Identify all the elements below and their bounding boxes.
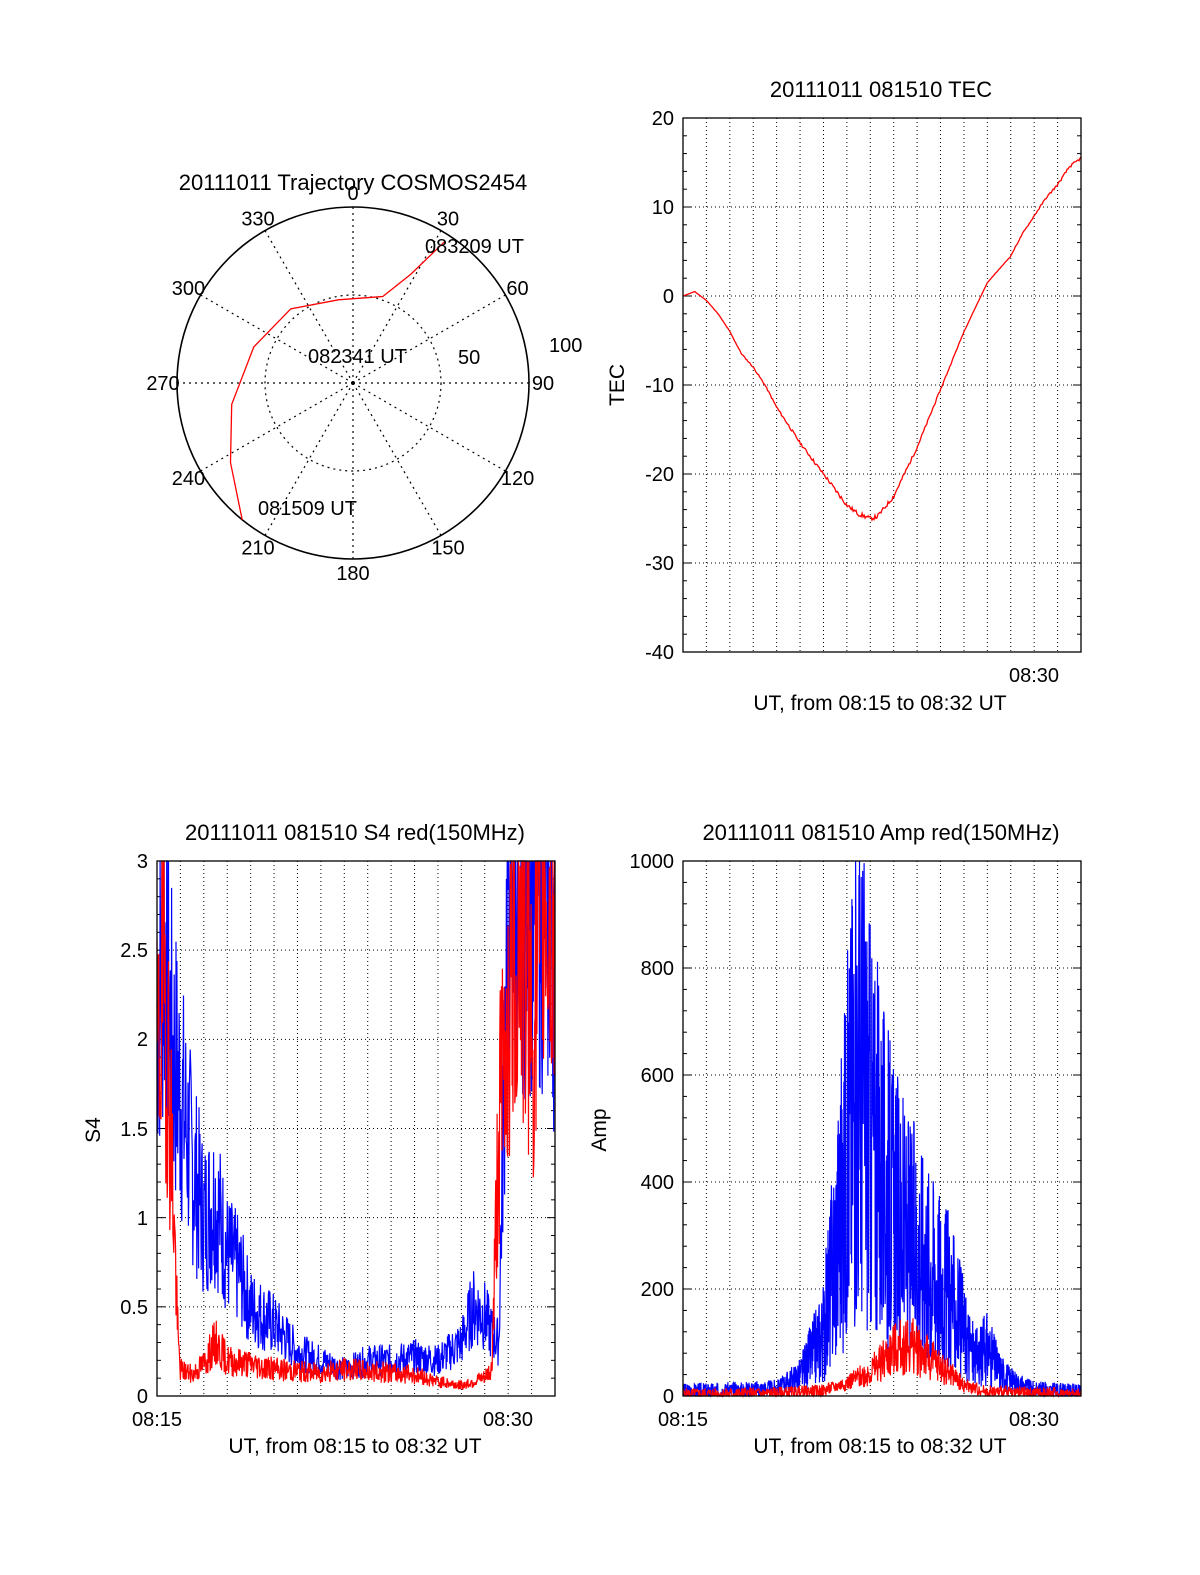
s4-ytick-label: 2: [137, 1029, 148, 1051]
azimuth-label: 210: [241, 538, 274, 560]
tec-ylabel: TEC: [606, 364, 629, 406]
amp-series-blue: [682, 860, 1082, 1398]
tec-panel: 20111011 081510 TEC 20 10 0 -10 -20 -30 …: [606, 77, 1082, 715]
azimuth-label: 270: [146, 373, 179, 395]
s4-ytick-label: 3: [137, 851, 148, 873]
amp-xtick-label: 08:30: [1009, 1409, 1059, 1431]
trajectory-mid-time: 082341 UT: [308, 346, 407, 368]
trajectory-grid: [177, 207, 529, 559]
tec-ytick-label: -10: [645, 375, 674, 397]
tec-ytick-label: -30: [645, 553, 674, 575]
trajectory-title: 20111011 Trajectory COSMOS2454: [179, 170, 528, 195]
tec-plot-frame: [682, 117, 1082, 653]
elevation-label-50: 50: [458, 347, 480, 369]
s4-panel: 20111011 081510 S4 red(150MHz) 3 2.5 2 1…: [82, 820, 556, 1458]
elevation-label-100: 100: [549, 335, 582, 357]
s4-xlabel: UT, from 08:15 to 08:32 UT: [228, 1435, 481, 1458]
s4-ytick-label: 2.5: [120, 940, 148, 962]
tec-ticks: [683, 117, 1081, 653]
tec-xtick-label: 08:30: [1009, 665, 1059, 687]
tec-ytick-label: -40: [645, 642, 674, 664]
trajectory-panel: 20111011 Trajectory COSMOS2454 0 30 60 90 12…: [146, 170, 582, 585]
trajectory-grid-circle: [264, 294, 442, 472]
amp-plot-frame: [682, 860, 1082, 1397]
tec-ytick-label: 10: [652, 197, 674, 219]
azimuth-label: 300: [172, 278, 205, 300]
tec-series-red: [682, 156, 1082, 522]
trajectory-start-time: 081509 UT: [258, 498, 357, 520]
trajectory-outer-circle: [176, 206, 530, 560]
azimuth-label: 330: [241, 208, 274, 230]
s4-grid: [157, 861, 555, 1396]
tec-ytick-label: -20: [645, 464, 674, 486]
s4-xtick-label: 08:15: [132, 1409, 182, 1431]
azimuth-label: 150: [431, 538, 464, 560]
s4-series-blue: [156, 860, 556, 1381]
s4-ytick-label: 1: [137, 1208, 148, 1230]
amp-ytick-label: 600: [641, 1065, 674, 1087]
amp-title: 20111011 081510 Amp red(150MHz): [702, 820, 1059, 845]
amp-ylabel: Amp: [588, 1108, 611, 1151]
azimuth-label: 30: [437, 208, 459, 230]
trajectory-end-time: 083209 UT: [425, 236, 524, 258]
amp-xtick-label: 08:15: [658, 1409, 708, 1431]
tec-ytick-label: 0: [663, 286, 674, 308]
azimuth-label: 120: [501, 468, 534, 490]
s4-ytick-label: 0: [137, 1386, 148, 1408]
amp-ticks: [683, 860, 1081, 1397]
s4-ticks: [157, 860, 555, 1397]
tec-title: 20111011 081510 TEC: [770, 77, 992, 102]
azimuth-label: 60: [506, 278, 528, 300]
azimuth-label: 0: [347, 183, 358, 205]
s4-xtick-label: 08:30: [483, 1409, 533, 1431]
s4-plot-frame: [156, 860, 556, 1397]
amp-ytick-label: 200: [641, 1279, 674, 1301]
amp-ytick-label: 400: [641, 1172, 674, 1194]
amp-panel: 20111011 081510 Amp red(150MHz) 1000 800…: [588, 820, 1082, 1458]
trajectory-azimuth-labels: 0 30 60 90 120 150 180 210 240 270 300 330: [146, 183, 554, 585]
azimuth-label: 90: [532, 373, 554, 395]
s4-ytick-label: 1.5: [120, 1119, 148, 1141]
s4-ytick-label: 0.5: [120, 1297, 148, 1319]
s4-series-red: [156, 860, 556, 1390]
tec-grid: [683, 118, 1081, 652]
amp-series-red: [682, 1318, 1082, 1399]
trajectory-curve: [229, 240, 446, 520]
s4-title: 20111011 081510 S4 red(150MHz): [185, 820, 525, 845]
s4-ylabel: S4: [82, 1117, 105, 1143]
amp-xlabel: UT, from 08:15 to 08:32 UT: [753, 1435, 1006, 1458]
tec-xlabel: UT, from 08:15 to 08:32 UT: [753, 692, 1006, 715]
tec-ytick-label: 20: [652, 108, 674, 130]
azimuth-label: 240: [172, 468, 205, 490]
trajectory-grid-spoke: [352, 382, 506, 472]
azimuth-label: 180: [336, 563, 369, 585]
amp-ytick-label: 800: [641, 958, 674, 980]
amp-ytick-label: 0: [663, 1386, 674, 1408]
amp-ytick-label: 1000: [630, 851, 675, 873]
trajectory-grid-spoke: [200, 294, 354, 384]
